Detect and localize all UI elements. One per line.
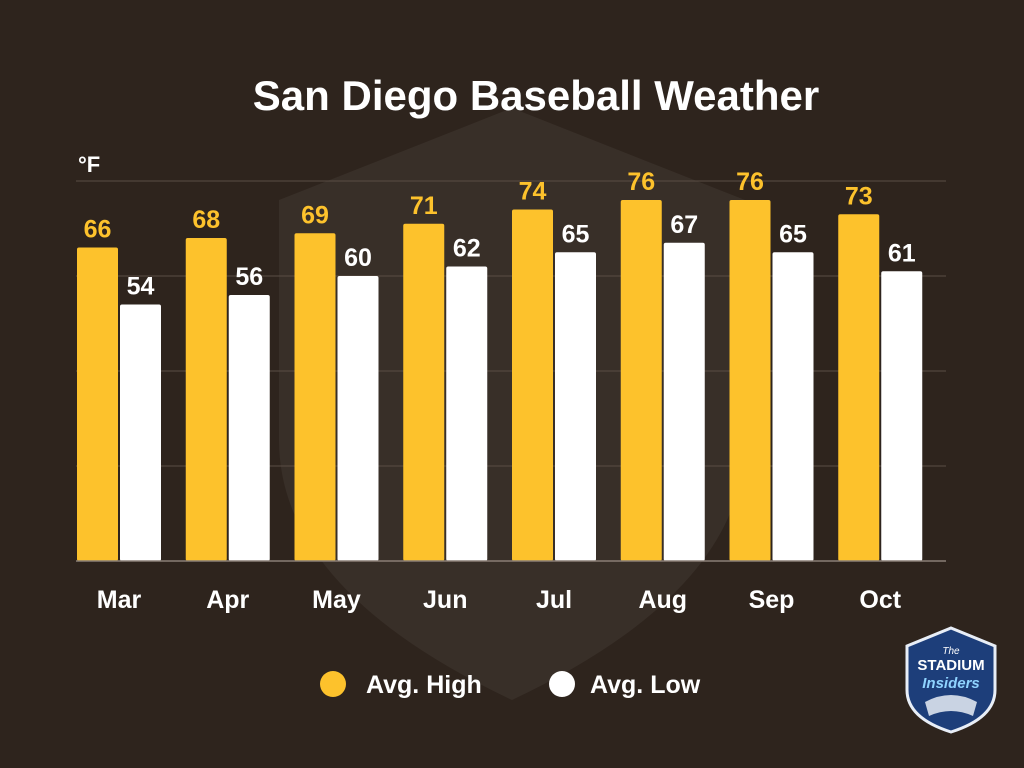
legend-item-avg-high[interactable]: Avg. High xyxy=(320,671,482,699)
bar-avg-low-apr[interactable] xyxy=(228,295,270,561)
data-label-avg-low-aug: 67 xyxy=(670,211,698,239)
x-tick-label-jul: Jul xyxy=(536,586,572,614)
stadium-insiders-logo: The STADIUM Insiders xyxy=(905,626,997,734)
bar-avg-high-apr[interactable] xyxy=(185,238,227,561)
logo-text-the: The xyxy=(942,646,960,657)
legend: Avg. High Avg. Low xyxy=(320,671,701,699)
data-label-avg-high-jul: 74 xyxy=(519,178,547,206)
logo-text-insiders: Insiders xyxy=(922,675,980,692)
bar-avg-low-jun[interactable] xyxy=(446,266,488,562)
bar-avg-low-may[interactable] xyxy=(337,276,379,561)
x-tick-label-sep: Sep xyxy=(749,586,795,614)
x-tick-label-may: May xyxy=(312,586,361,614)
y-axis-unit-label: °F xyxy=(78,152,100,177)
data-label-avg-low-sep: 65 xyxy=(779,220,807,248)
x-tick-label-jun: Jun xyxy=(423,586,467,614)
data-label-avg-high-mar: 66 xyxy=(84,216,112,244)
bar-avg-low-sep[interactable] xyxy=(772,252,814,561)
x-tick-label-oct: Oct xyxy=(859,586,901,614)
logo-text-stadium: STADIUM xyxy=(917,657,984,674)
data-label-avg-high-jun: 71 xyxy=(410,192,438,220)
data-label-avg-high-oct: 73 xyxy=(845,182,873,210)
legend-swatch-avg-low xyxy=(549,671,575,697)
data-label-avg-low-may: 60 xyxy=(344,244,372,272)
legend-label-avg-high: Avg. High xyxy=(366,671,482,699)
bar-avg-high-jun[interactable] xyxy=(403,223,445,561)
bar-avg-high-aug[interactable] xyxy=(620,200,662,561)
data-label-avg-low-apr: 56 xyxy=(235,263,263,291)
legend-label-avg-low: Avg. Low xyxy=(590,671,701,699)
bar-avg-high-may[interactable] xyxy=(294,233,336,561)
bar-avg-low-mar[interactable] xyxy=(120,304,161,562)
logo-stadium-icon xyxy=(925,695,977,716)
x-tick-label-aug: Aug xyxy=(638,586,687,614)
legend-item-avg-low[interactable]: Avg. Low xyxy=(549,671,701,699)
bar-avg-low-jul[interactable] xyxy=(555,252,596,561)
legend-swatch-avg-high xyxy=(320,671,346,697)
chart-title: San Diego Baseball Weather xyxy=(253,72,819,119)
data-label-avg-high-aug: 76 xyxy=(627,168,655,196)
data-label-avg-high-apr: 68 xyxy=(192,206,220,234)
bar-avg-high-sep[interactable] xyxy=(729,200,771,561)
data-label-avg-low-jul: 65 xyxy=(562,220,590,248)
data-label-avg-high-sep: 76 xyxy=(736,168,764,196)
bars xyxy=(77,200,923,562)
bar-avg-high-jul[interactable] xyxy=(512,209,553,562)
data-label-avg-high-may: 69 xyxy=(301,201,329,229)
x-tick-label-apr: Apr xyxy=(206,586,249,614)
bar-avg-low-oct[interactable] xyxy=(881,271,923,561)
bar-avg-high-mar[interactable] xyxy=(77,247,118,562)
x-tick-label-mar: Mar xyxy=(97,586,142,614)
x-axis-ticks: Mar Apr May Jun Jul Aug Sep Oct xyxy=(97,586,902,614)
data-labels: 66 54 68 56 69 60 71 62 74 65 76 67 76 65 73 61 xyxy=(84,168,916,301)
bar-avg-low-aug[interactable] xyxy=(663,242,705,561)
data-label-avg-low-mar: 54 xyxy=(127,273,155,301)
bar-avg-high-oct[interactable] xyxy=(838,214,880,561)
data-label-avg-low-jun: 62 xyxy=(453,235,481,263)
data-label-avg-low-oct: 61 xyxy=(888,239,916,267)
